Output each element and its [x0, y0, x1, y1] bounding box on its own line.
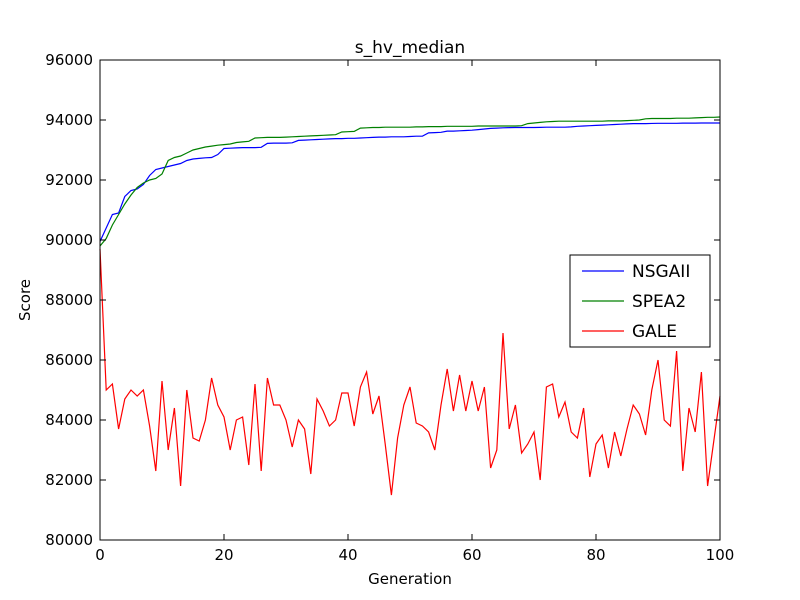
- x-tick-label: 80: [586, 546, 605, 564]
- y-axis-label: Score: [16, 279, 34, 321]
- y-tick-label: 96000: [45, 51, 93, 69]
- x-tick-label: 100: [706, 546, 735, 564]
- y-tick-label: 92000: [45, 171, 93, 189]
- y-tick-label: 80000: [45, 531, 93, 549]
- series-line-gale: [99, 248, 721, 496]
- x-tick-label: 0: [95, 546, 105, 564]
- y-tick-label: 88000: [45, 291, 93, 309]
- legend-label-gale: GALE: [632, 322, 677, 342]
- legend-label-nsgaii: NSGAII: [632, 262, 690, 282]
- y-tick-label: 94000: [45, 111, 93, 129]
- y-tick-label: 90000: [45, 231, 93, 249]
- series-line-spea2: [99, 116, 721, 247]
- series-layer: [99, 116, 721, 496]
- series-line-nsgaii: [99, 122, 720, 242]
- x-tick-label: 40: [338, 546, 357, 564]
- y-tick-label: 86000: [45, 351, 93, 369]
- y-tick-label: 84000: [45, 411, 93, 429]
- y-axis: 80000 82000 84000 86000 88000 90000 92000 94000…: [45, 51, 720, 549]
- legend: NSGAII SPEA2 GALE: [569, 254, 711, 348]
- legend-label-spea2: SPEA2: [632, 292, 686, 312]
- x-axis-label: Generation: [368, 570, 452, 588]
- chart-title: s_hv_median: [355, 38, 465, 58]
- y-tick-label: 82000: [45, 471, 93, 489]
- x-tick-label: 20: [214, 546, 233, 564]
- x-tick-label: 60: [462, 546, 481, 564]
- x-axis: 0 20 40 60 80 100: [95, 60, 734, 564]
